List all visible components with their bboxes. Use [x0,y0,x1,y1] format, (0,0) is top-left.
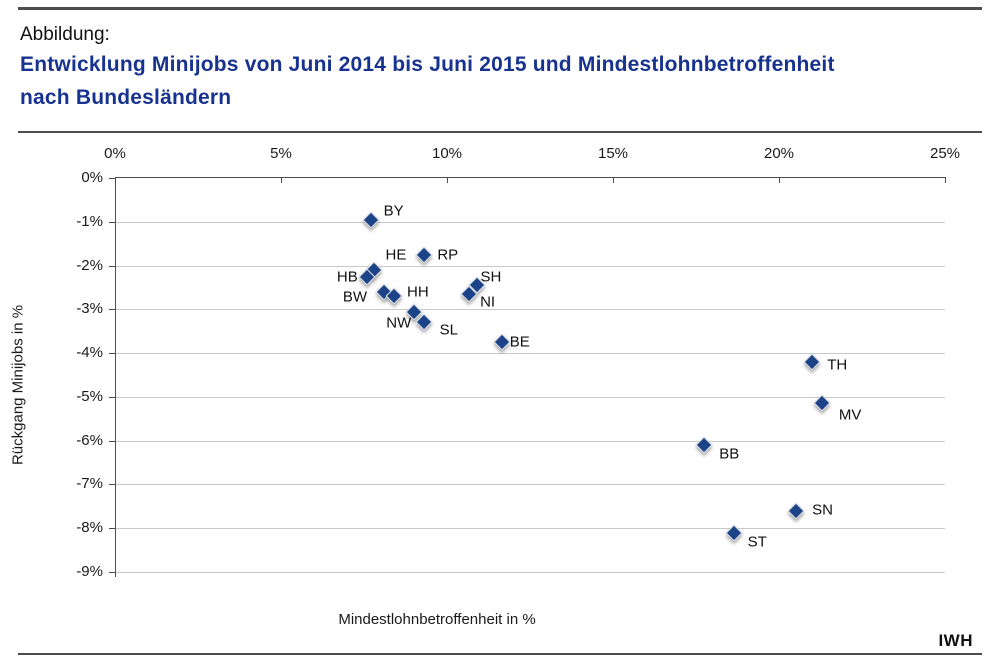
data-point-label-th: TH [827,356,848,374]
y-tick-mark [109,528,115,529]
y-tick-mark [109,397,115,398]
data-point-label-mv: MV [838,406,862,424]
x-tick-mark [115,178,116,183]
data-point-sn [787,502,805,520]
y-tick-mark [109,484,115,485]
y-tick-mark [109,178,115,179]
data-point-label-be: BE [509,333,530,351]
y-tick-mark [109,572,115,573]
y-tick-mark [109,353,115,354]
y-tick-label: -5% [76,388,103,405]
y-tick-mark [109,309,115,310]
x-tick-label: 20% [763,145,795,162]
x-tick-label: 0% [104,145,126,162]
y-gridline [116,309,945,310]
x-tick-mark [613,178,614,183]
data-point-label-bw: BW [342,288,367,306]
page-title-line2: nach Bundesländern [20,86,232,109]
data-point-rp [415,246,433,264]
y-gridline [116,484,945,485]
data-point-be [493,333,511,351]
x-tick-mark [447,178,448,183]
data-point-label-ni: NI [480,293,496,311]
y-gridline [116,353,945,354]
x-tick-label: 5% [270,145,292,162]
x-tick-mark [945,178,946,183]
x-tick-label: 10% [431,145,463,162]
x-axis-title: Mindestlohnbetroffenheit in % [338,611,536,628]
title-divider-rule [18,131,982,133]
data-point-label-sh: SH [480,268,502,286]
data-point-label-bb: BB [719,445,740,463]
y-tick-label: -9% [76,563,103,580]
y-tick-mark [109,222,115,223]
y-tick-label: 0% [81,169,103,186]
y-axis-title: Rückgang Minijobs in % [9,304,27,466]
x-tick-label: 25% [929,145,961,162]
bottom-rule [18,653,982,655]
y-gridline [116,222,945,223]
y-tick-label: -3% [76,300,103,317]
top-rule [18,7,982,10]
x-tick-mark [779,178,780,183]
data-point-bb [695,436,713,454]
page-title-line1: Entwicklung Minijobs von Juni 2014 bis J… [20,53,835,76]
y-axis-line [115,177,116,577]
data-point-label-by: BY [383,202,404,220]
y-tick-label: -7% [76,475,103,492]
y-gridline [116,397,945,398]
y-tick-label: -8% [76,519,103,536]
data-point-st [725,524,743,542]
y-tick-label: -2% [76,257,103,274]
y-gridline [116,441,945,442]
y-gridline [116,528,945,529]
x-tick-label: 15% [597,145,629,162]
data-point-label-st: ST [747,533,767,551]
data-point-label-nw: NW [386,314,412,332]
y-gridline [116,266,945,267]
x-axis-line [115,177,946,178]
y-tick-label: -6% [76,432,103,449]
data-point-label-sn: SN [812,501,834,519]
data-point-by [362,211,380,229]
y-tick-label: -4% [76,344,103,361]
data-point-label-he: HE [385,246,407,264]
iwh-logo-text: IWH [938,631,973,650]
y-tick-mark [109,266,115,267]
x-tick-mark [281,178,282,183]
y-tick-mark [109,441,115,442]
data-point-label-sl: SL [439,321,458,339]
y-tick-label: -1% [76,213,103,230]
y-gridline [116,572,945,573]
data-point-label-rp: RP [437,246,459,264]
data-point-th [803,353,821,371]
data-point-label-hb: HB [336,268,358,285]
figure-label: Abbildung: [20,24,110,45]
data-point-label-hh: HH [407,283,429,301]
